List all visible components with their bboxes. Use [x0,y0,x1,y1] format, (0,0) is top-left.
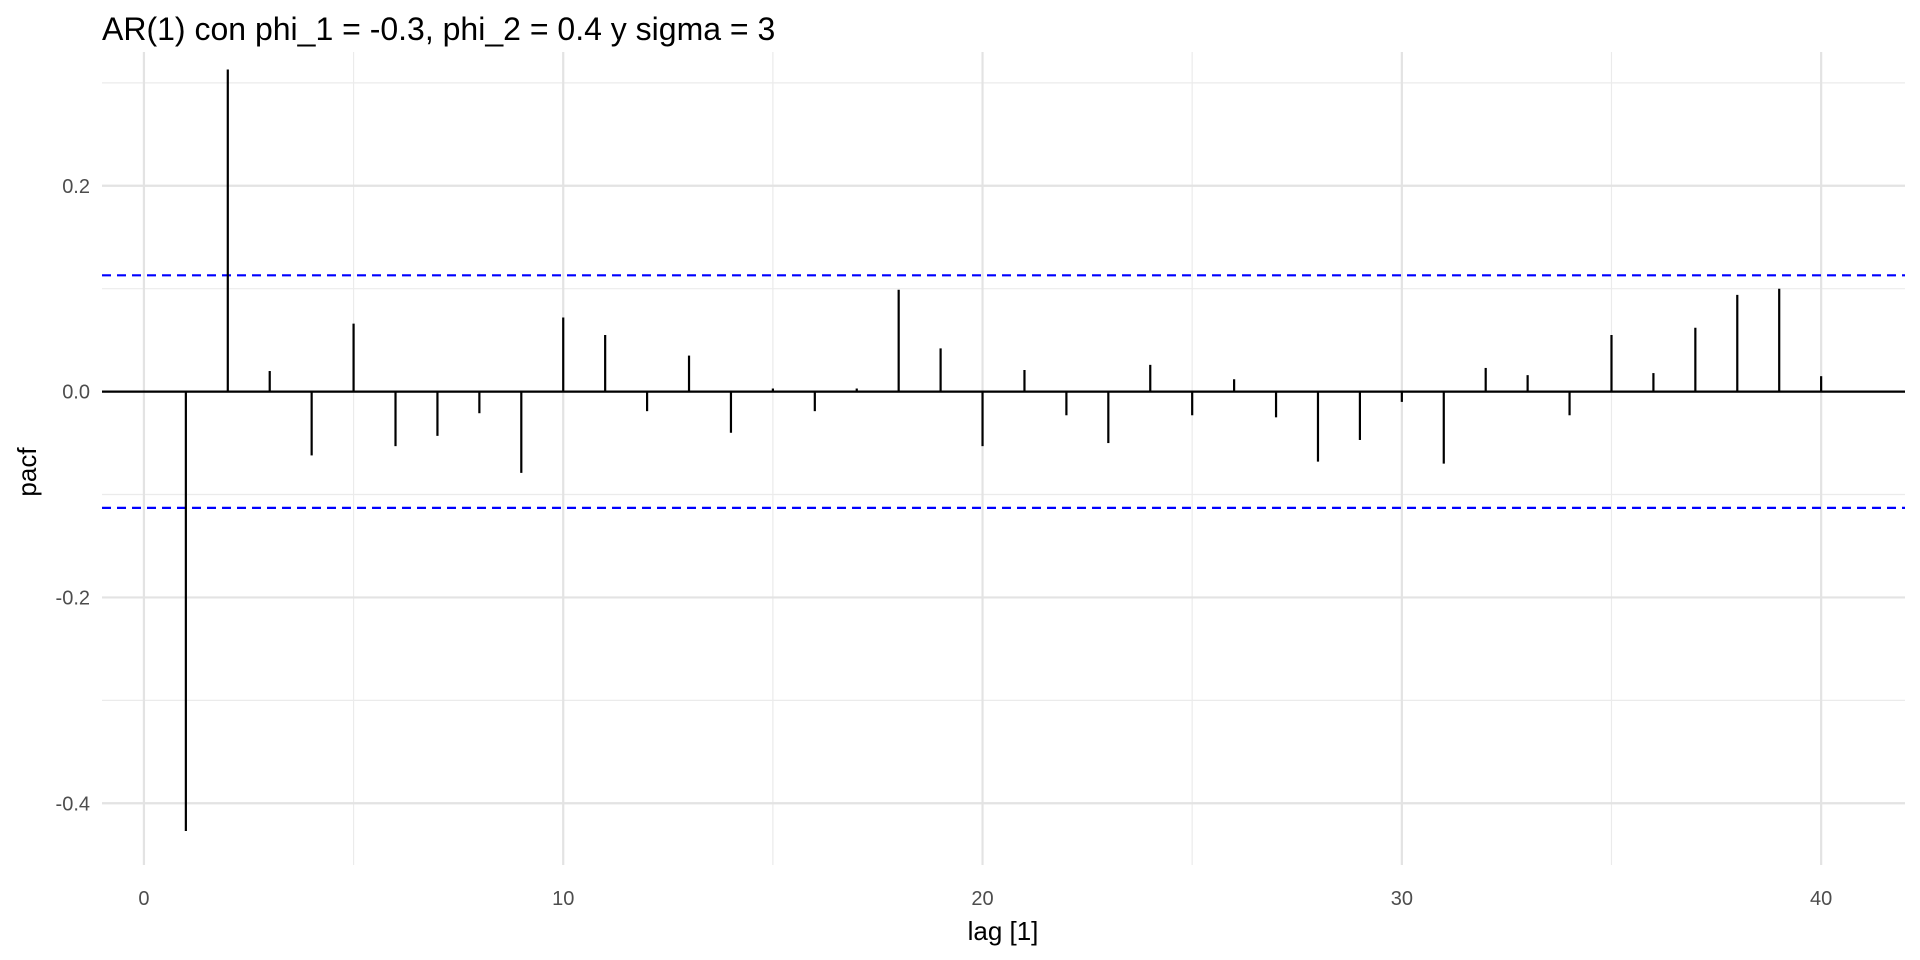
y-axis-title: pacf [12,447,42,497]
x-tick-label: 40 [1810,888,1832,910]
pacf-bars [184,69,1823,832]
tick-labels: 0 10 20 30 40 -0.4 -0.2 0.0 0.2 [56,176,1833,910]
y-tick-label: -0.4 [56,793,90,815]
x-tick-label: 0 [138,888,149,910]
x-tick-label: 30 [1391,888,1413,910]
y-tick-label: -0.2 [56,587,90,609]
y-tick-label: 0.2 [62,176,90,198]
grid-lines [102,52,1905,865]
y-tick-label: 0.0 [62,382,90,404]
x-axis-title: lag [1] [968,916,1039,946]
chart-title: AR(1) con phi_1 = -0.3, phi_2 = 0.4 y si… [102,11,775,47]
confidence-bounds [102,274,1905,509]
x-tick-label: 10 [552,888,574,910]
x-tick-label: 20 [971,888,993,910]
